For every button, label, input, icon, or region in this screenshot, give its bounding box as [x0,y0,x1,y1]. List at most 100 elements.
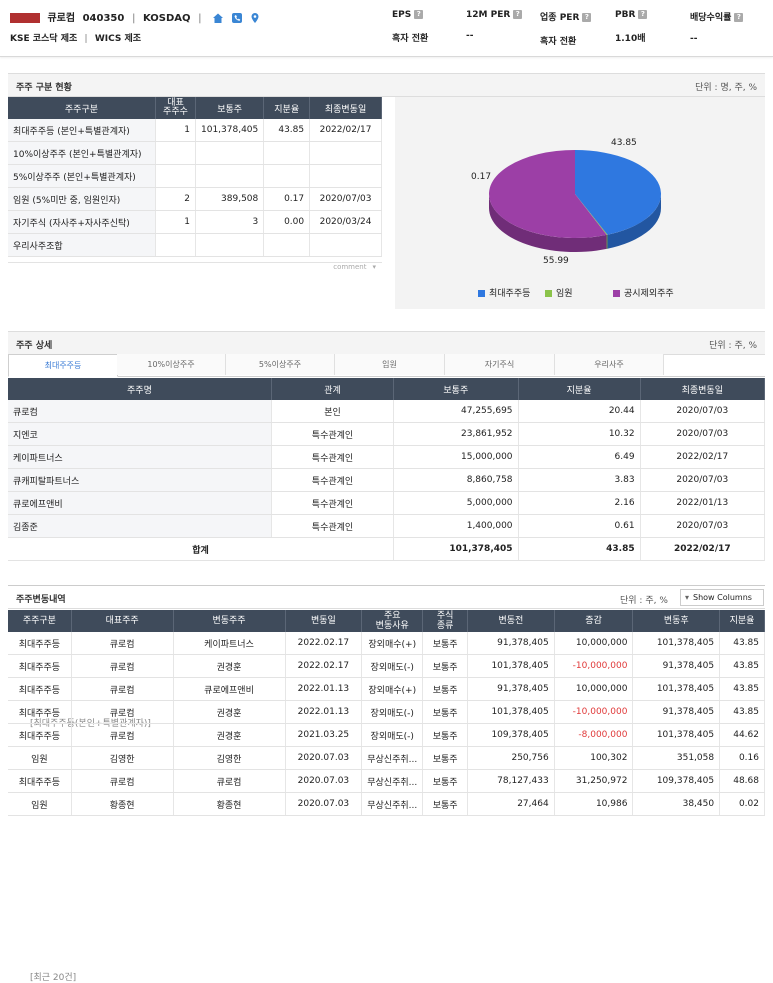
pie-slice[interactable] [489,150,607,238]
legend-item[interactable]: 최대주주등 [478,286,530,299]
table-cell: 101,378,405 [195,119,265,142]
table-row[interactable]: 5%이상주주 (본인+특별관계자) [8,164,382,188]
table-row[interactable]: 임원 (5%미만 중, 임원인자) 2 389,508 0.17 2020/07/03 [8,187,382,211]
table-cell: 100,302 [554,746,634,770]
table-cell: 2020/07/03 [309,187,382,211]
table-cell: 250,756 [467,746,555,770]
table-row[interactable]: 큐로에프앤비 특수관계인 5,000,000 2.16 2022/01/13 [8,491,766,515]
divider: | [84,34,88,44]
tab-10pct-holder[interactable]: 10%이상주주 [117,354,226,375]
table-cell: 큐로컴 [71,769,174,793]
kpi-value: 흑자 전환 [540,37,577,47]
table-cell: 임원 (5%미만 중, 임원인자) [8,187,156,211]
industry-wics: WICS 제조 [94,34,142,44]
help-icon[interactable]: ? [734,13,744,22]
table-row[interactable]: 자기주식 (자사주+자사주신탁) 1 3 0.00 2020/03/24 [8,210,382,234]
table-cell: 23,861,952 [393,422,519,446]
table-row[interactable]: 임원 김영한 김영한 2020.07.03 무상신주취... 보통주 250,756 100,… [8,746,765,770]
table-cell: 2020/07/03 [640,468,766,492]
legend-label: 최대주주등 [489,289,531,299]
table-row[interactable]: 최대주주등 큐로컴 큐로에프앤비 2022.01.13 장외매수(+) 보통주 91,378… [8,677,765,701]
pie-slice[interactable] [575,194,608,235]
table-cell [155,164,197,188]
tab-executive[interactable]: 임원 [335,354,445,375]
table-cell: 장외매도(-) [361,654,424,678]
table-cell: 김영한 [173,746,286,770]
table-cell: 자기주식 (자사주+자사주신탁) [8,210,156,234]
table-cell: 0.61 [518,514,641,538]
table-row[interactable]: 큐로컴 본인 47,255,695 20.44 2020/07/03 [8,400,766,423]
table-row[interactable]: 큐캐피탈파트너스 특수관계인 8,860,758 3.83 2020/07/03 [8,468,766,492]
col-header: 지분율 [719,610,765,632]
col-header: 보통주 [195,97,265,119]
legend-swatch [545,290,552,297]
section-title-text: 주주변동내역 [16,595,66,605]
legend-swatch [613,290,620,297]
table-cell: 0.02 [719,792,765,816]
col-header: 최종변동일 [640,378,766,400]
table-cell: 5%이상주주 (본인+특별관계자) [8,164,156,188]
legend-label: 임원 [556,289,573,299]
table-cell: 44.62 [719,723,765,747]
section-title: 주주 구분 현황 [16,83,72,93]
pie-data-label: 0.17 [471,172,491,182]
pie-slice[interactable] [575,150,661,235]
tab-5pct-holder[interactable]: 5%이상주주 [226,354,335,375]
home-icon[interactable] [212,12,224,24]
table-cell: 보통주 [422,723,469,747]
table-row[interactable]: 지엔코 특수관계인 23,861,952 10.32 2020/07/03 [8,422,766,446]
table-cell [309,164,382,188]
help-icon[interactable]: ? [638,10,648,19]
tab-treasury-stock[interactable]: 자기주식 [445,354,555,375]
table-row[interactable]: 최대주주등 (본인+특별관계자) 1 101,378,405 43.85 2022/02… [8,119,382,142]
kpi-value: -- [466,31,474,41]
legend-item[interactable]: 임원 [545,286,573,299]
table-cell: 10,000,000 [554,632,634,655]
table-cell: 2022.01.13 [285,700,363,724]
tab-employee-stock[interactable]: 우리사주 [555,354,664,375]
pie-data-label: 43.85 [611,138,637,148]
table-cell: 무상신주취... [361,769,424,793]
help-icon[interactable]: ? [582,13,592,22]
table-row[interactable]: 케이파트너스 특수관계인 15,000,000 6.49 2022/02/17 [8,445,766,469]
table-cell: 2022/02/17 [309,119,382,142]
table-cell: 임원 [8,792,72,816]
table-cell: 15,000,000 [393,445,519,469]
table-cell: 10.32 [518,422,641,446]
table-row[interactable]: 최대주주등 큐로컴 큐로컴 2020.07.03 무상신주취... 보통주 78,127,4… [8,769,765,793]
col-header: 관계 [271,378,395,400]
unit-label: 단위 : 주, % [709,341,757,351]
table-cell: 보통주 [422,746,469,770]
industry-info: KSE 코스닥 제조 | WICS 제조 [10,31,141,44]
tab-largest-holder[interactable]: 최대주주등 [8,354,118,377]
table-row[interactable]: 최대주주등 큐로컴 권경훈 2021.03.25 장외매도(-) 보통주 109,378,4… [8,723,765,747]
legend-item[interactable]: 공시제외주주 [613,286,674,299]
kpi-label: PBR [615,10,636,20]
show-columns-button[interactable]: ▾ Show Columns [680,589,764,606]
table-cell [155,141,197,165]
map-pin-icon[interactable] [249,12,261,24]
table-row[interactable]: 김종준 특수관계인 1,400,000 0.61 2020/07/03 [8,514,766,538]
company-name: 큐로컴 [47,13,76,24]
table-cell: 본인 [271,400,395,423]
table-row[interactable]: 임원 황종현 황종현 2020.07.03 무상신주취... 보통주 27,464 10,98… [8,792,765,816]
help-icon[interactable]: ? [414,10,424,19]
table-cell: 특수관계인 [271,422,395,446]
table-row[interactable]: 우리사주조합 [8,233,382,257]
table-cell: 권경훈 [173,723,286,747]
table-row[interactable]: 10%이상주주 (본인+특별관계자) [8,141,382,165]
table-cell: 지엔코 [8,422,272,446]
table-cell: 무상신주취... [361,792,424,816]
table-cell: 1,400,000 [393,514,519,538]
kpi-industry-per: 업종 PER? 흑자 전환 [540,10,592,47]
phone-icon[interactable] [231,12,243,24]
table-cell: 김종준 [8,514,272,538]
table-row[interactable]: 최대주주등 큐로컴 케이파트너스 2022.02.17 장외매수(+) 보통주 91,378… [8,632,765,655]
comment-toggle[interactable]: comment ▾ [8,262,382,275]
table-row[interactable]: 최대주주등 큐로컴 권경훈 2022.02.17 장외매도(-) 보통주 101,378,4… [8,654,765,678]
table-row[interactable]: 최대주주등 큐로컴 권경훈 2022.01.13 장외매도(-) 보통주 101,378,4… [8,700,765,724]
section-subtitle: [최근 20건] [30,973,77,983]
table-cell: 27,464 [467,792,555,816]
help-icon[interactable]: ? [513,10,523,19]
col-header: 지분율 [263,97,311,119]
